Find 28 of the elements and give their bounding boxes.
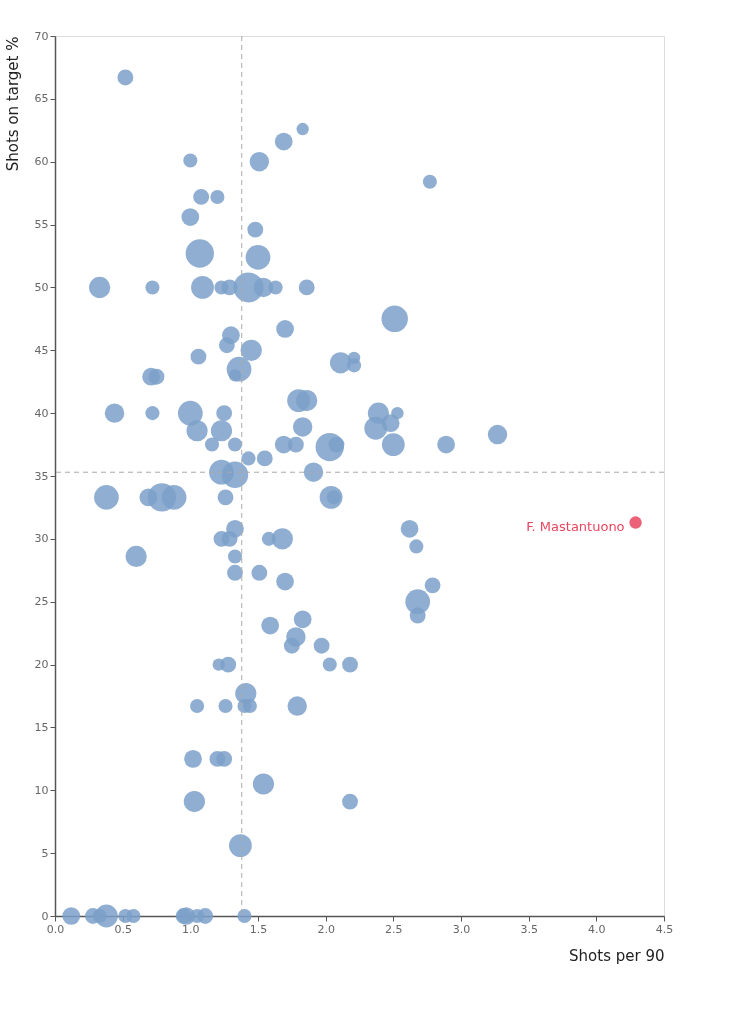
- y-axis-title: Shots on target %: [3, 36, 22, 172]
- y-tick-label: 20: [34, 658, 49, 672]
- x-tick-label: 4.0: [588, 922, 606, 936]
- y-tick-label: 50: [34, 280, 49, 294]
- x-tick-label: 4.5: [655, 922, 674, 936]
- y-tick-label: 5: [41, 846, 49, 860]
- y-tick-label: 65: [34, 92, 49, 106]
- series-label: F. Mastantuono: [526, 518, 625, 534]
- x-axis-title: Shots per 90: [569, 946, 665, 965]
- x-tick-label: 3.0: [452, 922, 471, 936]
- y-tick-label: 30: [34, 532, 49, 546]
- y-tick-label: 35: [34, 469, 49, 483]
- y-tick-label: 45: [34, 343, 49, 357]
- x-tick-label: 2.5: [385, 922, 403, 936]
- x-tick-label: 0.5: [114, 922, 132, 936]
- y-tick-label: 55: [34, 218, 49, 232]
- x-tick-label: 1.0: [182, 922, 200, 936]
- x-tick-label: 0.0: [46, 922, 65, 936]
- y-tick-label: 15: [34, 720, 49, 734]
- x-tick-label: 3.5: [520, 922, 538, 936]
- y-tick-label: 10: [34, 783, 49, 797]
- x-tick-label: 2.0: [317, 922, 335, 936]
- y-tick-label: 60: [34, 155, 49, 169]
- y-tick-label: 0: [41, 909, 49, 923]
- y-tick-label: 40: [34, 406, 49, 420]
- y-tick-label: 70: [34, 29, 49, 43]
- x-tick-label: 1.5: [249, 922, 268, 936]
- y-tick-label: 25: [34, 595, 49, 609]
